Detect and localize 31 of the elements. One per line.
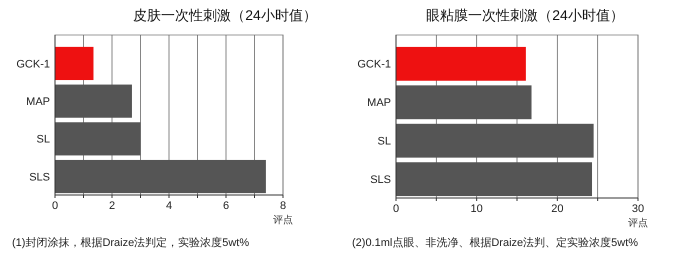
y-tick-label: SL <box>36 134 50 146</box>
x-tick-label: 10 <box>470 203 483 215</box>
bar <box>396 85 532 120</box>
bar <box>396 124 594 158</box>
bar <box>55 46 94 80</box>
x-tick-label: 6 <box>222 200 230 212</box>
text: (1)封闭涂抹，根据Draize法判定，实验浓度5wt% <box>12 236 250 249</box>
bar <box>396 162 592 196</box>
x-tick-label: 8 <box>280 200 286 212</box>
y-tick-label: SLS <box>370 174 391 186</box>
bar <box>55 84 132 118</box>
x-tick-label: 30 <box>632 203 644 215</box>
x-axis-title: 评点 <box>628 217 648 229</box>
x-tick-label: 20 <box>551 203 564 215</box>
y-tick-label: SLS <box>29 171 50 184</box>
y-tick-label: SL <box>378 136 391 148</box>
y-tick-label: GCK-1 <box>357 58 391 71</box>
y-tick-label: MAP <box>367 97 391 110</box>
chart-title: 眼粘膜一次性刺激（24小时值） <box>426 7 624 23</box>
chart-title: 皮肤一次性刺激（24小时值） <box>133 7 317 23</box>
bar <box>55 160 266 194</box>
y-tick-label: GCK-1 <box>16 58 50 70</box>
bar <box>396 46 526 81</box>
bar <box>55 122 140 156</box>
text: (2)0.1ml点眼、非洗净、根据Draize法判、定实验浓度5wt% <box>352 236 638 249</box>
x-tick-label: 2 <box>108 200 116 212</box>
x-tick-label: 0 <box>52 200 58 212</box>
x-tick-label: 4 <box>166 200 172 212</box>
y-tick-label: MAP <box>26 96 50 108</box>
x-axis-title: 评点 <box>273 214 293 226</box>
x-tick-label: 0 <box>392 203 400 215</box>
